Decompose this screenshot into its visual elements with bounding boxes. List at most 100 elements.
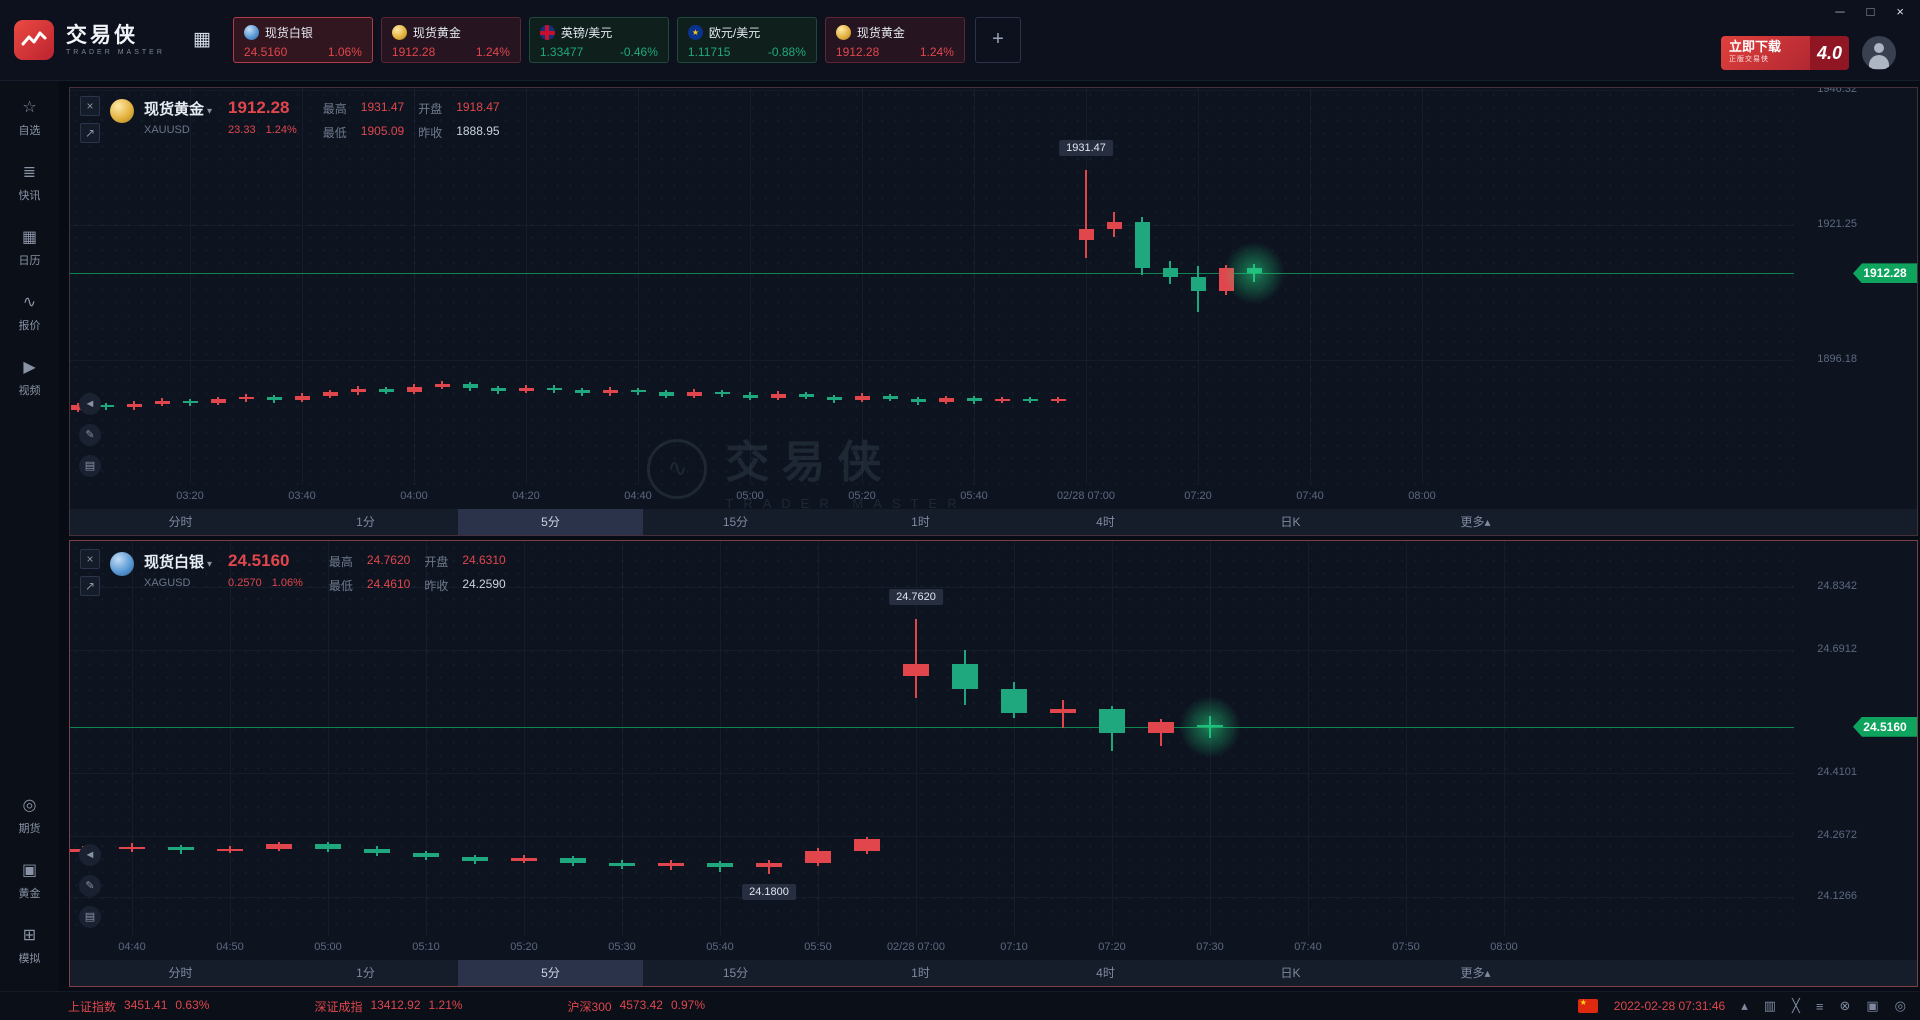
sidebar-item-calendar[interactable]: ▦ 日历 <box>18 229 41 267</box>
download-banner[interactable]: 立即下载 正版交易侠 4.0 <box>1721 36 1849 70</box>
high-value: 1931.47 <box>360 100 405 114</box>
chart-plot[interactable]: 24.7620 24.1800 <box>70 541 1794 936</box>
instrument-name[interactable]: 现货黄金 ▾ <box>144 101 213 118</box>
price-annotation: 24.1800 <box>742 884 796 900</box>
indicator-icon[interactable]: ▤ <box>79 455 101 477</box>
candle <box>1050 709 1076 713</box>
close-window-button[interactable]: × <box>1896 4 1904 19</box>
x-axis: 04:40 04:50 05:00 05:10 05:20 05:30 05:40 05:50… <box>70 936 1794 960</box>
candle <box>658 392 674 396</box>
minimize-button[interactable]: ─ <box>1835 4 1845 19</box>
chart-plot[interactable]: 1931.47 <box>70 88 1794 485</box>
list-icon[interactable]: ≡ <box>1815 998 1824 1014</box>
close-panel-button[interactable]: × <box>80 549 100 569</box>
close-panel-button[interactable]: × <box>80 96 100 116</box>
sidebar-item-gold[interactable]: ▣ 黄金 <box>18 862 41 900</box>
instrument-tab-eurusd[interactable]: ★ 欧元/美元 1.11715 -0.88% <box>676 17 817 63</box>
candle <box>1209 716 1211 739</box>
timeframe-15m[interactable]: 15分 <box>722 966 749 980</box>
price-change: 0.2570 <box>228 577 262 589</box>
timeframe-1m[interactable]: 1分 <box>356 966 375 980</box>
x-axis-label: 05:00 <box>314 941 342 953</box>
timeframe-4h[interactable]: 4时 <box>1096 515 1115 529</box>
candle <box>609 862 635 867</box>
timeframe-time[interactable]: 分时 <box>168 515 193 529</box>
timeframe-more[interactable]: 更多▴ <box>1460 966 1491 980</box>
mute-icon[interactable]: ⊗ <box>1839 998 1851 1013</box>
gridline <box>720 541 721 936</box>
instrument-tab-gbpusd[interactable]: 英镑/美元 1.33477 -0.46% <box>528 17 669 63</box>
high-value: 24.7620 <box>366 553 411 567</box>
broadcast-icon[interactable]: ◄ <box>79 393 101 415</box>
broadcast-icon[interactable]: ◄ <box>79 844 101 866</box>
timeframe-time[interactable]: 分时 <box>168 966 193 980</box>
candle <box>574 390 590 394</box>
gold-coin-icon <box>835 25 851 40</box>
add-tab-button[interactable]: + <box>974 17 1021 63</box>
candle <box>315 844 341 849</box>
chart-panel-gold: 1931.47 1946.32 1921.25 1896.18 1912.28 03:… <box>69 87 1918 536</box>
y-axis-label: 24.1266 <box>1817 890 1857 903</box>
gridline <box>750 88 751 485</box>
expand-panel-icon[interactable]: ↗ <box>80 123 100 143</box>
open-value: 1918.47 <box>456 100 500 114</box>
timeframe-1h[interactable]: 1时 <box>911 966 930 980</box>
target-icon[interactable]: ◎ <box>1894 998 1906 1013</box>
instrument-name[interactable]: 现货白银 ▾ <box>144 554 213 571</box>
timeframe-5m[interactable]: 5分 <box>458 960 643 986</box>
timeframe-1m[interactable]: 1分 <box>356 515 375 529</box>
sidebar-item-news[interactable]: ≣ 快讯 <box>18 164 41 202</box>
y-axis: 1946.32 1921.25 1896.18 1912.28 <box>1794 88 1917 485</box>
sidebar-item-futures[interactable]: ◎ 期货 <box>18 797 41 835</box>
tab-pct: 1.24% <box>919 45 954 59</box>
current-price-line <box>70 726 1794 728</box>
kline-panel-icon[interactable]: ▥ <box>1763 998 1777 1013</box>
candle <box>1085 170 1087 258</box>
sidebar-item-video[interactable]: ▶ 视频 <box>18 359 41 397</box>
candle <box>686 391 702 396</box>
draw-icon[interactable]: ✎ <box>79 875 101 897</box>
tab-name: 现货黄金 <box>412 26 461 40</box>
gridline <box>426 541 427 936</box>
candle <box>462 857 488 861</box>
layout-grid-icon[interactable]: ▦ <box>192 29 211 50</box>
x-axis-label: 03:40 <box>288 490 316 502</box>
timeframe-5m[interactable]: 5分 <box>458 509 643 535</box>
gridline <box>1086 88 1087 485</box>
download-banner-subtitle: 正版交易侠 <box>1729 56 1769 63</box>
instrument-tab-silver[interactable]: 现货白银 24.5160 1.06% <box>232 17 373 63</box>
timeframe-4h[interactable]: 4时 <box>1096 966 1115 980</box>
user-avatar[interactable] <box>1862 36 1896 70</box>
maximize-button[interactable]: □ <box>1866 4 1875 19</box>
candle <box>546 387 562 391</box>
gbp-flag-icon <box>539 25 555 40</box>
x-axis-label: 02/28 07:00 <box>886 941 946 953</box>
sidebar-item-quotes[interactable]: ∿ 报价 <box>18 294 41 332</box>
index-shenzhen[interactable]: 深证成指 13412.92 1.21% <box>314 997 463 1014</box>
sidebar-item-favorites[interactable]: ☆ 自选 <box>18 99 41 137</box>
candle <box>511 858 537 861</box>
instrument-tab-gold[interactable]: 现货黄金 1912.28 1.24% <box>380 17 521 63</box>
expand-panel-icon[interactable]: ↗ <box>80 576 100 596</box>
index-csi300[interactable]: 沪深300 4573.42 0.97% <box>567 997 705 1014</box>
instrument-tab-gold-2[interactable]: 现货黄金 1912.28 1.24% <box>824 17 965 63</box>
trend-up-icon[interactable]: ▴ <box>1741 998 1748 1013</box>
split-screen-icon[interactable]: ╳ <box>1792 998 1800 1013</box>
y-axis-label: 24.2672 <box>1817 828 1857 841</box>
gridline <box>70 225 1794 227</box>
calendar-icon: ▦ <box>21 229 38 246</box>
timeframe-1d[interactable]: 日K <box>1280 966 1301 980</box>
indicator-icon[interactable]: ▤ <box>79 906 101 928</box>
sidebar-item-demo[interactable]: ⊞ 模拟 <box>18 927 41 965</box>
timeframe-15m[interactable]: 15分 <box>722 515 749 529</box>
timeframe-1h[interactable]: 1时 <box>911 515 930 529</box>
timeframe-more[interactable]: 更多▴ <box>1460 515 1491 529</box>
screenshot-icon[interactable]: ▣ <box>1866 998 1879 1013</box>
chart-panel-silver: 24.7620 24.1800 24.8342 24.6912 24.4101 24.2… <box>69 540 1918 987</box>
tab-price: 24.5160 <box>243 45 288 59</box>
candle <box>602 389 618 394</box>
draw-icon[interactable]: ✎ <box>79 424 101 446</box>
timeframe-1d[interactable]: 日K <box>1280 515 1301 529</box>
index-shanghai[interactable]: 上证指数 3451.41 0.63% <box>68 997 210 1014</box>
app-name: 交易侠 <box>66 23 138 47</box>
